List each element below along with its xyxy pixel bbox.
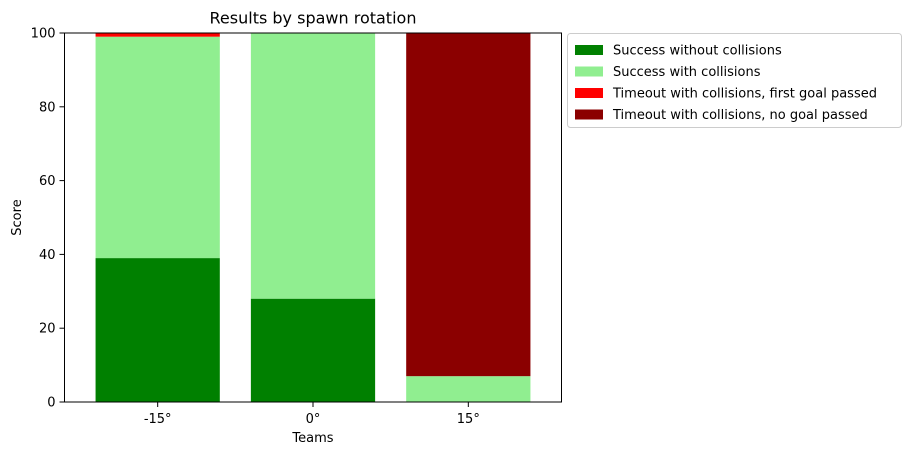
y-tick-label: 20 xyxy=(39,322,56,337)
x-tick-label: -15° xyxy=(144,412,172,427)
legend-label: Success without collisions xyxy=(613,44,782,59)
bar-segment xyxy=(95,258,220,402)
y-tick-label: 40 xyxy=(39,248,56,263)
legend: Success without collisions Success with c… xyxy=(567,33,902,128)
bar-segment xyxy=(250,298,376,402)
bar-segment xyxy=(95,36,220,259)
legend-frame xyxy=(567,33,902,128)
legend-swatch xyxy=(575,109,603,120)
legend-swatch xyxy=(575,66,603,77)
x-axis: -15° 0° 15° xyxy=(144,402,480,427)
y-tick-label: 80 xyxy=(39,100,56,115)
bar-segment xyxy=(95,33,220,37)
bar-segment xyxy=(406,33,531,377)
chart-title: Results by spawn rotation xyxy=(210,9,417,28)
bar-segment xyxy=(250,33,376,299)
x-axis-label: Teams xyxy=(291,431,333,446)
legend-label: Timeout with collisions, no goal passed xyxy=(612,108,868,123)
x-tick-label: 0° xyxy=(306,412,321,427)
legend-label: Success with collisions xyxy=(613,65,761,80)
bars-layer xyxy=(95,33,531,402)
legend-swatch xyxy=(575,45,603,55)
y-tick-label: 0 xyxy=(47,396,55,411)
bar-segment xyxy=(406,376,531,402)
y-axis: 0 20 40 60 80 100 xyxy=(31,27,65,411)
y-axis-label: Score xyxy=(10,199,25,235)
y-tick-label: 100 xyxy=(31,27,56,42)
legend-swatch xyxy=(575,88,603,98)
x-tick-label: 15° xyxy=(457,412,480,427)
legend-label: Timeout with collisions, first goal pass… xyxy=(612,87,877,102)
y-tick-label: 60 xyxy=(39,174,56,189)
